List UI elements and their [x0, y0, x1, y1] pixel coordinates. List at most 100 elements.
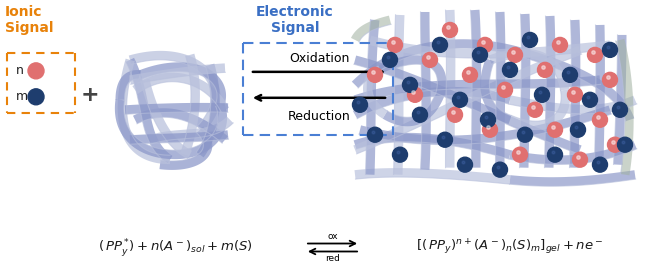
- Polygon shape: [488, 49, 570, 90]
- Circle shape: [593, 157, 608, 172]
- Polygon shape: [510, 170, 635, 186]
- Circle shape: [617, 137, 633, 152]
- Polygon shape: [495, 12, 506, 168]
- Text: +: +: [81, 85, 99, 105]
- Polygon shape: [595, 25, 605, 165]
- Circle shape: [570, 122, 586, 137]
- Polygon shape: [132, 73, 229, 112]
- Text: $(\,PP_y^*\!)+n(A^-)_{sol}+m(S)$: $(\,PP_y^*\!)+n(A^-)_{sol}+m(S)$: [97, 236, 252, 259]
- Circle shape: [582, 92, 597, 107]
- Circle shape: [548, 122, 562, 137]
- Circle shape: [453, 92, 468, 107]
- Circle shape: [413, 107, 428, 122]
- Polygon shape: [570, 20, 580, 168]
- Circle shape: [502, 62, 517, 77]
- Polygon shape: [355, 168, 510, 184]
- Polygon shape: [378, 55, 446, 96]
- Polygon shape: [366, 19, 379, 175]
- Circle shape: [562, 67, 577, 82]
- Circle shape: [528, 102, 542, 117]
- Text: $[(\,PP_y)^{n+}(A^-)_n(S)_m]_{gel}+ne^-$: $[(\,PP_y)^{n+}(A^-)_n(S)_m]_{gel}+ne^-$: [416, 238, 604, 257]
- Polygon shape: [351, 16, 391, 42]
- Circle shape: [388, 38, 402, 52]
- Polygon shape: [129, 51, 221, 133]
- Circle shape: [457, 157, 473, 172]
- Polygon shape: [470, 10, 481, 168]
- Circle shape: [602, 72, 617, 87]
- Circle shape: [473, 47, 488, 62]
- Circle shape: [437, 132, 453, 147]
- Polygon shape: [509, 141, 637, 164]
- Circle shape: [481, 112, 495, 127]
- Circle shape: [608, 137, 622, 152]
- Polygon shape: [382, 93, 444, 126]
- Polygon shape: [124, 103, 228, 114]
- Circle shape: [548, 147, 562, 162]
- Polygon shape: [353, 46, 582, 154]
- Circle shape: [482, 122, 497, 137]
- Polygon shape: [353, 87, 511, 119]
- Polygon shape: [159, 127, 212, 170]
- Polygon shape: [509, 95, 637, 114]
- Polygon shape: [421, 12, 431, 170]
- Circle shape: [28, 63, 44, 79]
- Circle shape: [537, 62, 553, 77]
- Polygon shape: [352, 39, 531, 88]
- Polygon shape: [353, 133, 511, 159]
- Circle shape: [588, 47, 602, 62]
- Circle shape: [493, 162, 508, 177]
- Circle shape: [408, 87, 422, 102]
- Polygon shape: [481, 58, 511, 124]
- Polygon shape: [133, 108, 228, 143]
- Polygon shape: [615, 39, 633, 175]
- Circle shape: [28, 89, 44, 105]
- Polygon shape: [196, 64, 220, 157]
- Text: n: n: [16, 64, 24, 77]
- Circle shape: [462, 67, 477, 82]
- Polygon shape: [529, 51, 634, 121]
- Circle shape: [573, 152, 588, 167]
- Circle shape: [535, 87, 550, 102]
- Polygon shape: [175, 103, 227, 159]
- Text: Electronic
Signal: Electronic Signal: [256, 5, 334, 35]
- Circle shape: [448, 107, 462, 122]
- Circle shape: [422, 52, 437, 67]
- Polygon shape: [138, 62, 226, 106]
- Circle shape: [568, 87, 582, 102]
- Circle shape: [522, 32, 537, 47]
- Circle shape: [393, 147, 408, 162]
- Polygon shape: [369, 36, 611, 58]
- Circle shape: [593, 112, 608, 127]
- Circle shape: [353, 97, 368, 112]
- Text: Oxidation: Oxidation: [289, 52, 349, 65]
- Polygon shape: [117, 59, 170, 164]
- Polygon shape: [359, 106, 611, 145]
- Polygon shape: [544, 16, 555, 168]
- Polygon shape: [354, 56, 582, 154]
- Circle shape: [497, 82, 513, 97]
- Polygon shape: [126, 58, 172, 163]
- Polygon shape: [115, 99, 175, 159]
- Polygon shape: [519, 14, 530, 168]
- Polygon shape: [130, 130, 228, 144]
- Polygon shape: [393, 15, 404, 175]
- Circle shape: [517, 127, 533, 142]
- Circle shape: [602, 42, 617, 57]
- Polygon shape: [353, 75, 600, 104]
- Polygon shape: [181, 54, 200, 156]
- Circle shape: [382, 52, 397, 67]
- Circle shape: [368, 67, 382, 82]
- Polygon shape: [446, 10, 455, 168]
- Polygon shape: [363, 66, 387, 119]
- Circle shape: [433, 38, 448, 52]
- Polygon shape: [129, 63, 225, 84]
- Text: Ionic
Signal: Ionic Signal: [5, 5, 54, 35]
- Polygon shape: [141, 79, 192, 159]
- Polygon shape: [613, 35, 626, 165]
- Circle shape: [477, 38, 493, 52]
- Circle shape: [553, 38, 568, 52]
- Text: red: red: [325, 255, 340, 264]
- Circle shape: [368, 127, 382, 142]
- Text: Reduction: Reduction: [288, 110, 350, 123]
- Circle shape: [513, 147, 528, 162]
